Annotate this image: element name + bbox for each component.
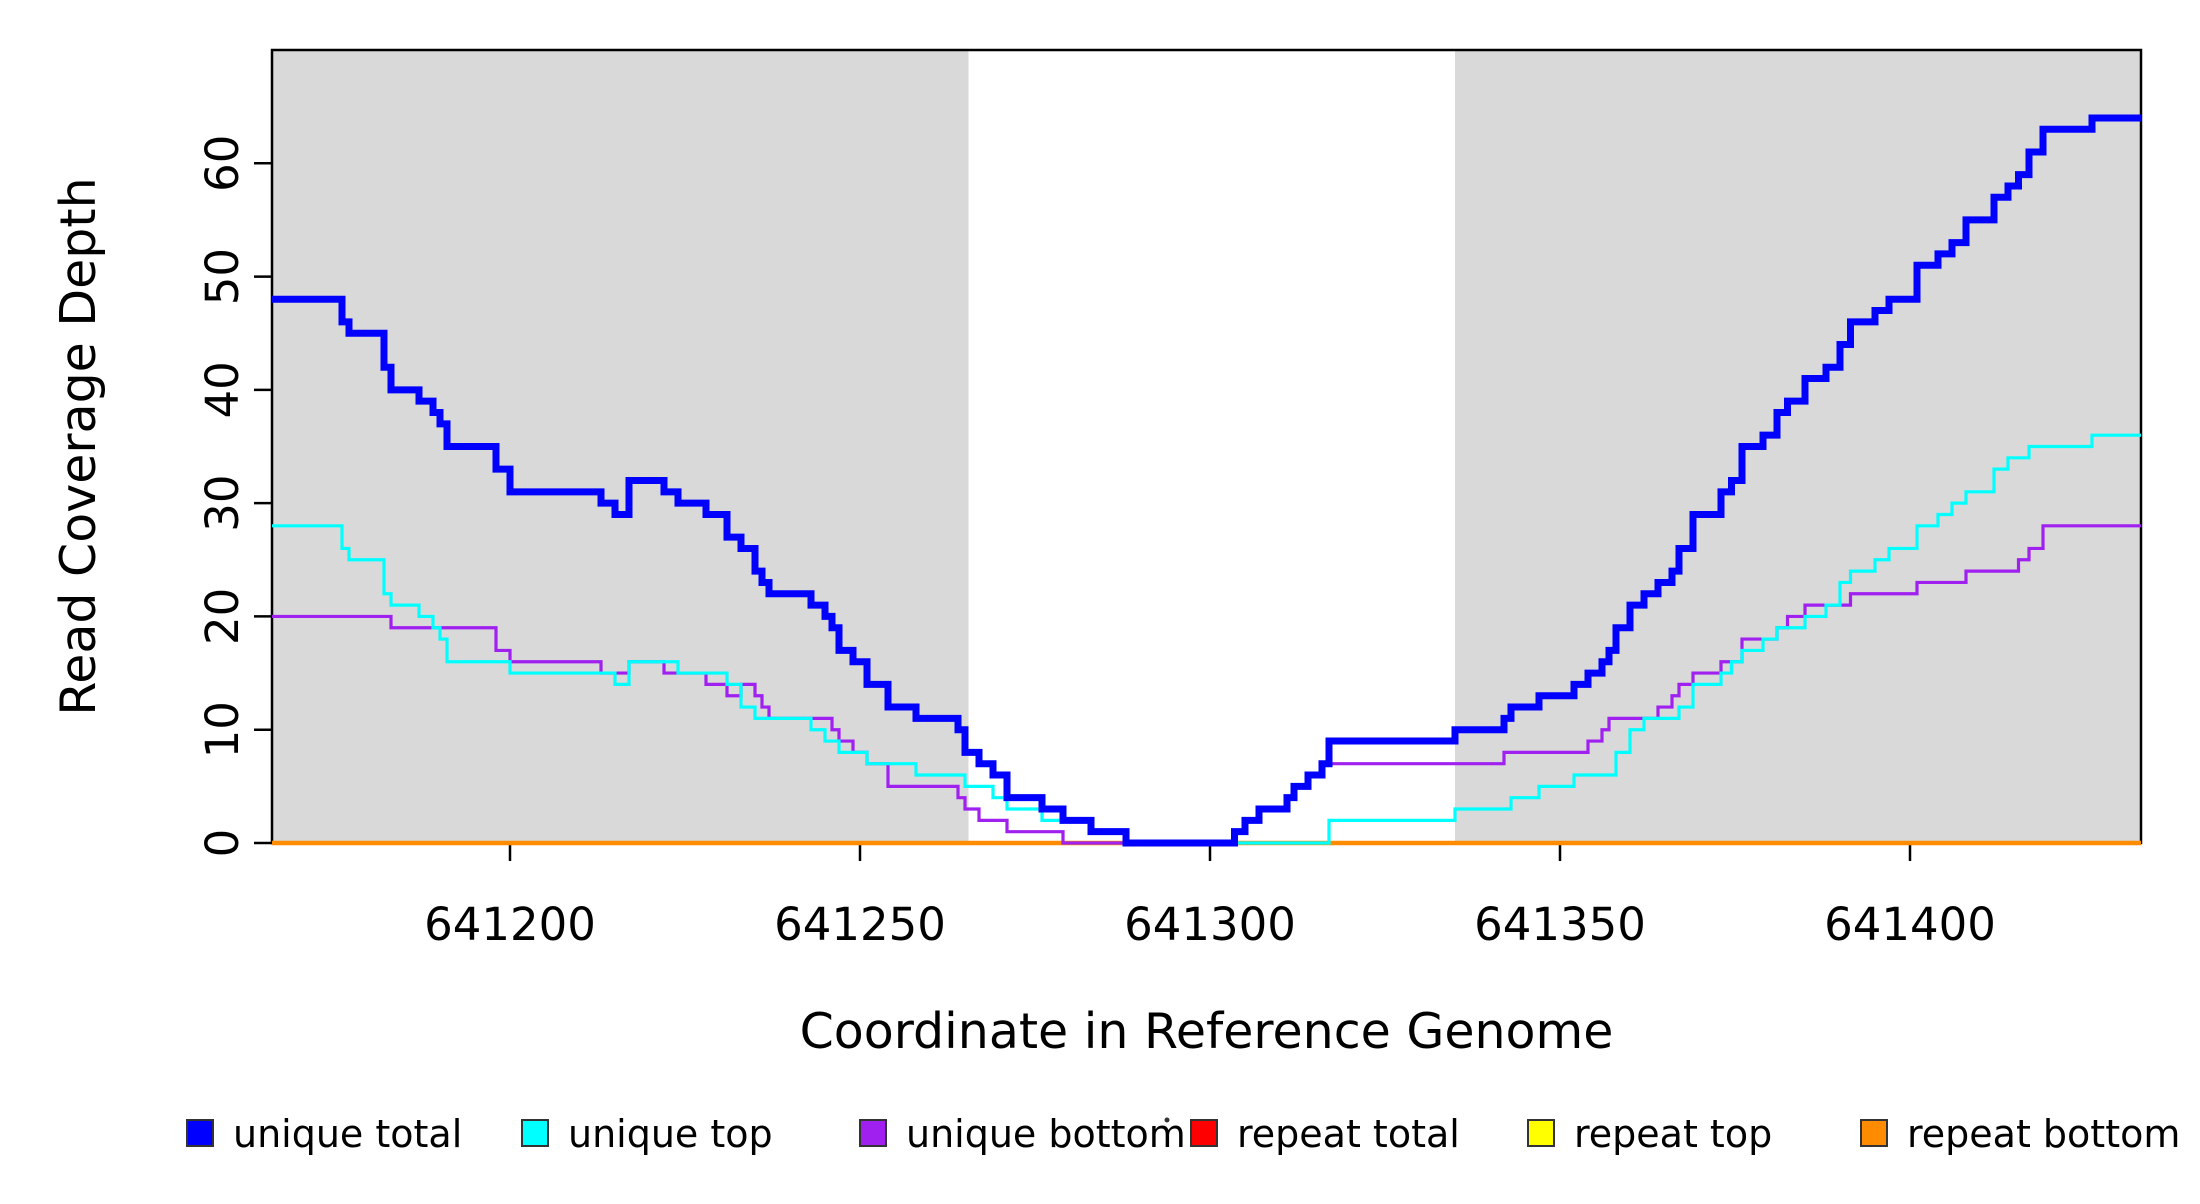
y-axis-title: Read Coverage Depth <box>50 177 107 715</box>
legend-swatch-unique-top-icon <box>521 1119 549 1147</box>
y-tick-label: 40 <box>196 361 249 418</box>
x-tick-label: 641200 <box>424 898 596 951</box>
stray-dot <box>1164 1117 1170 1123</box>
shaded-region <box>272 50 969 843</box>
legend-swatch-unique-total-icon <box>186 1119 214 1147</box>
legend-swatch-repeat-bottom-icon <box>1860 1119 1888 1147</box>
legend-label-repeat-bottom: repeat bottom <box>1907 1112 2180 1156</box>
legend-label-repeat-top: repeat top <box>1574 1112 1772 1156</box>
series-unique-top <box>272 433 2141 845</box>
x-tick-label: 641300 <box>1124 898 1296 951</box>
y-tick-label: 60 <box>196 135 249 192</box>
shaded-region <box>1455 50 2141 843</box>
y-tick-label: 30 <box>196 475 249 532</box>
legend-label-unique-bottom: unique bottom <box>906 1112 1186 1156</box>
x-tick-label: 641400 <box>1824 898 1996 951</box>
legend-label-repeat-total: repeat total <box>1237 1112 1460 1156</box>
y-tick-label: 10 <box>196 701 249 758</box>
series-unique-total <box>272 114 2141 847</box>
legend-label-unique-total: unique total <box>233 1112 462 1156</box>
x-axis-title: Coordinate in Reference Genome <box>800 1003 1614 1060</box>
legend-swatch-repeat-total-icon <box>1190 1119 1218 1147</box>
x-tick-label: 641350 <box>1474 898 1646 951</box>
y-tick-label: 50 <box>196 248 249 305</box>
legend-label-unique-top: unique top <box>568 1112 773 1156</box>
legend-swatch-repeat-top-icon <box>1527 1119 1555 1147</box>
x-tick-label: 641250 <box>774 898 946 951</box>
y-tick-label: 20 <box>196 588 249 645</box>
y-tick-label: 0 <box>196 829 249 858</box>
legend-swatch-unique-bottom-icon <box>859 1119 887 1147</box>
